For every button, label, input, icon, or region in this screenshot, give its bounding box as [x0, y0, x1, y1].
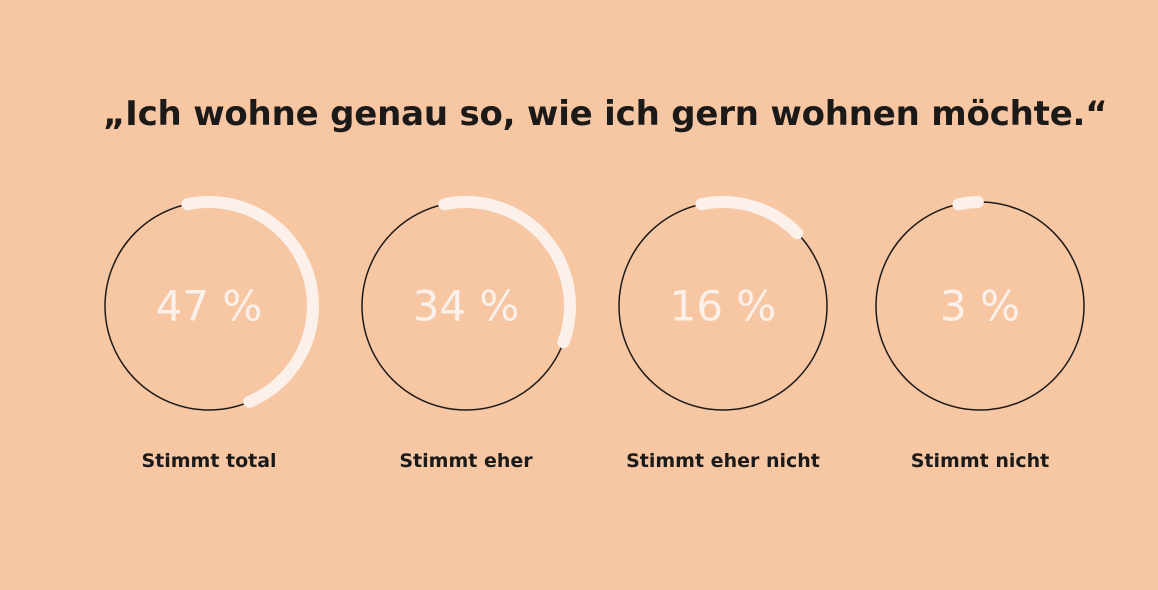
category-label: Stimmt eher nicht — [626, 450, 820, 472]
progress-arc — [181, 196, 319, 408]
progress-arc — [695, 196, 804, 240]
progress-arc — [438, 196, 576, 349]
donut-item-stimmt-eher: 34 % Stimmt eher — [361, 196, 576, 472]
value-label: 3 % — [940, 282, 1020, 331]
chart-title: „Ich wohne genau so, wie ich gern wohnen… — [103, 94, 1108, 134]
category-label: Stimmt eher — [399, 450, 533, 472]
progress-arc — [952, 196, 984, 211]
value-label: 47 % — [156, 282, 263, 331]
donut-item-stimmt-total: 47 % Stimmt total — [104, 196, 319, 472]
donut-item-stimmt-eher-nicht: 16 % Stimmt eher nicht — [618, 196, 828, 472]
category-label: Stimmt nicht — [911, 450, 1049, 472]
donut-item-stimmt-nicht: 3 % Stimmt nicht — [875, 196, 1085, 472]
value-label: 16 % — [670, 282, 777, 331]
value-label: 34 % — [413, 282, 520, 331]
category-label: Stimmt total — [141, 450, 276, 472]
